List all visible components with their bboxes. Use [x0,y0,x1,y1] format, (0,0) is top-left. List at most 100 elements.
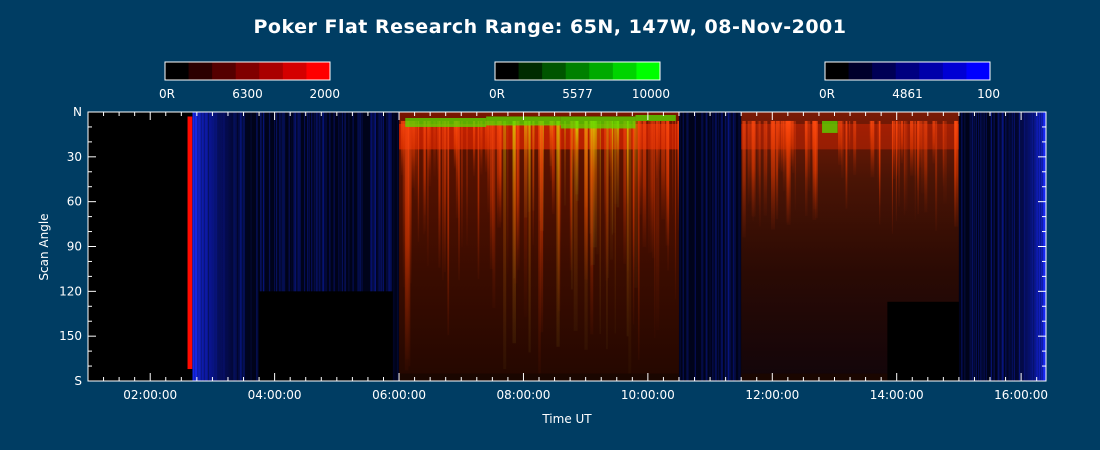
blue-segment [678,112,742,381]
colorbar-swatch [542,62,567,80]
red-saturation-band [187,116,193,370]
aurora-ray [614,120,618,204]
aurora-ray [616,120,620,208]
aurora-ray [528,120,531,353]
aurora-ray [592,120,597,248]
colorbar-swatch [872,62,897,80]
colorbar-swatch [188,62,213,80]
aurora-ray [637,120,640,360]
aurora-ray [595,120,599,255]
aurora-ray [742,120,746,238]
aurora-ray [654,120,656,339]
aurora-ray [569,120,572,271]
aurora-ray [424,120,426,232]
colorbar-blue-max-label: 100 [977,87,1000,101]
aurora-ray [954,120,957,181]
aurora-ray [608,120,613,177]
aurora-ray [895,120,898,221]
x-tick-label: 12:00:00 [745,388,799,402]
aurora-ray [748,120,752,202]
aurora-ray [904,120,908,211]
aurora-ray [634,120,638,288]
y-axis: N 30 60 90 120 150 S [59,105,1046,388]
aurora-ray [466,120,468,246]
aurora-ray [815,120,818,219]
x-tick-label: 04:00:00 [248,388,302,402]
colorbar-swatch [212,62,237,80]
aurora-ray [436,120,439,180]
colorbar-blue-min-label: 0R [819,87,835,101]
colorbar-swatch [848,62,873,80]
chart-title: Poker Flat Research Range: 65N, 147W, 08… [253,16,847,38]
aurora-ray [807,120,811,191]
y-tick-label: 150 [59,329,82,343]
x-axis-label: Time UT [541,412,592,426]
x-axis: 02:00:00 04:00:00 06:00:00 08:00:00 10:00:00… [87,112,1048,402]
aurora-ray [433,120,436,177]
colorbar-swatch [825,62,850,80]
colorbar-frame [164,61,331,81]
colorbar-green-mid-label: 5577 [562,87,593,101]
aurora-ray [898,120,900,207]
aurora-ray [637,120,642,215]
aurora-ray [552,120,555,215]
aurora-ray [458,120,460,281]
aurora-ray [763,120,768,216]
aurora-ray [788,120,791,175]
colorbar-swatch [282,62,307,80]
aurora-ray [632,120,635,270]
aurora-ray [747,120,750,205]
aurora-ray [559,120,562,242]
aurora-ray [540,120,544,333]
aurora-ray [792,120,795,174]
colorbar-frame [824,61,991,81]
aurora-ray [845,120,848,209]
aurora-ray [549,120,553,181]
colorbar-swatch [518,62,543,80]
aurora-ray [648,120,651,254]
green-aurora-arc [560,116,636,129]
colorbar-green-min-label: 0R [489,87,505,101]
aurora-ray [672,120,674,216]
colorbar-blue [824,61,991,81]
aurora-ray [758,120,761,227]
green-aurora-arc [822,120,838,133]
aurora-ray [411,120,415,188]
aurora-ray [575,120,579,195]
aurora-ray [812,120,815,170]
aurora-ray [445,120,447,210]
colorbar-swatch [919,62,944,80]
aurora-ray [599,120,602,334]
x-tick-label: 02:00:00 [123,388,177,402]
y-tick-label: 90 [67,240,82,254]
aurora-ray [661,120,665,220]
aurora-ray [870,120,875,178]
aurora-ray [492,120,496,308]
aurora-ray [757,120,760,206]
x-tick-label: 10:00:00 [621,388,675,402]
aurora-ray [752,120,754,222]
colorbar-swatch [259,62,284,80]
aurora-ray [651,120,655,259]
aurora-ray [573,120,578,331]
aurora-ray [786,120,790,188]
aurora-ray [900,120,904,164]
aurora-ray [584,120,588,350]
aurora-ray [877,120,880,190]
colorbar-swatch [966,62,991,80]
y-tick-label: 30 [67,150,82,164]
aurora-ray [920,120,925,194]
aurora-ray [461,120,463,247]
colorbar-green [494,61,661,81]
aurora-ray [400,120,405,176]
aurora-ray [453,120,457,167]
y-tick-label: 60 [67,195,82,209]
aurora-ray [516,120,519,250]
aurora-ray [610,120,614,260]
aurora-ray [456,120,458,173]
aurora-ray [780,120,785,172]
aurora-ray [503,120,507,370]
aurora-ray [778,120,780,169]
aurora-ray [564,120,566,206]
aurora-ray [766,120,768,190]
